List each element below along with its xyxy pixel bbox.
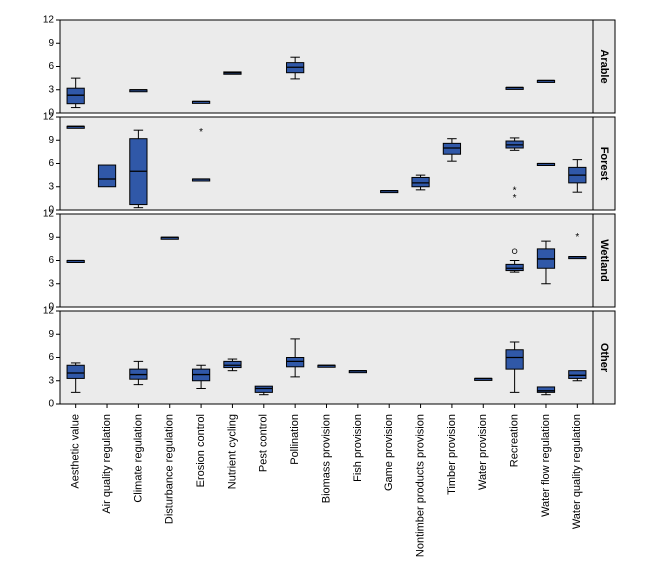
panel-label: Forest bbox=[598, 147, 610, 181]
y-tick-label: 3 bbox=[48, 181, 54, 192]
boxplot bbox=[67, 261, 84, 263]
boxplot bbox=[67, 126, 84, 128]
boxplot bbox=[98, 165, 115, 187]
x-tick-label: Erosion control bbox=[195, 414, 207, 487]
boxplot bbox=[161, 237, 178, 239]
panel-label: Wetland bbox=[598, 239, 610, 282]
panel-label: Arable bbox=[598, 49, 610, 83]
boxplot bbox=[318, 365, 335, 367]
y-tick-label: 9 bbox=[48, 232, 54, 243]
x-tick-label: Air quality regulation bbox=[101, 414, 113, 514]
x-tick-label: Disturbance regulation bbox=[164, 414, 176, 524]
boxplot bbox=[224, 72, 241, 74]
y-tick-label: 12 bbox=[43, 306, 55, 317]
x-tick-label: Fish provision bbox=[352, 414, 364, 482]
x-tick-label: Climate regulation bbox=[132, 414, 144, 503]
outlier: * bbox=[513, 193, 517, 204]
boxplot bbox=[130, 90, 147, 92]
y-tick-label: 3 bbox=[48, 278, 54, 289]
x-tick-label: Pollination bbox=[289, 414, 301, 465]
x-tick-label: Nontimber products provision bbox=[414, 414, 426, 557]
y-tick-label: 9 bbox=[48, 329, 54, 340]
y-tick-label: 3 bbox=[48, 375, 54, 386]
x-tick-label: Aesthetic value bbox=[70, 414, 82, 489]
boxplot bbox=[506, 87, 523, 89]
panel-label: Other bbox=[598, 343, 610, 373]
y-tick-label: 6 bbox=[48, 61, 54, 72]
x-tick-label: Water quality regulation bbox=[571, 414, 583, 529]
x-tick-label: Water flow regulation bbox=[540, 414, 552, 517]
boxplot-lattice: Arable036912Forest036912***Wetland036912… bbox=[0, 0, 664, 582]
boxplot bbox=[192, 101, 209, 103]
y-tick-label: 9 bbox=[48, 38, 54, 49]
x-tick-label: Pest control bbox=[258, 414, 270, 472]
y-tick-label: 6 bbox=[48, 352, 54, 363]
y-tick-label: 6 bbox=[48, 255, 54, 266]
boxplot bbox=[537, 80, 554, 82]
x-tick-label: Timber provision bbox=[446, 414, 458, 495]
x-tick-label: Biomass provision bbox=[320, 414, 332, 503]
boxplot bbox=[349, 371, 366, 373]
boxplot bbox=[537, 164, 554, 166]
y-tick-label: 9 bbox=[48, 135, 54, 146]
outlier: * bbox=[575, 232, 579, 243]
x-tick-label: Nutrient cycling bbox=[226, 414, 238, 489]
boxplot bbox=[130, 130, 147, 208]
x-tick-label: Water provision bbox=[477, 414, 489, 490]
y-tick-label: 6 bbox=[48, 158, 54, 169]
y-tick-label: 12 bbox=[43, 15, 55, 26]
x-tick-label: Recreation bbox=[509, 414, 521, 467]
y-tick-label: 12 bbox=[43, 112, 55, 123]
chart-container: Arable036912Forest036912***Wetland036912… bbox=[0, 0, 664, 582]
boxplot bbox=[475, 378, 492, 380]
y-tick-label: 0 bbox=[48, 399, 54, 410]
y-tick-label: 3 bbox=[48, 84, 54, 95]
y-tick-label: 12 bbox=[43, 209, 55, 220]
outlier: * bbox=[199, 127, 203, 138]
boxplot bbox=[381, 191, 398, 193]
x-tick-label: Game provision bbox=[383, 414, 395, 491]
